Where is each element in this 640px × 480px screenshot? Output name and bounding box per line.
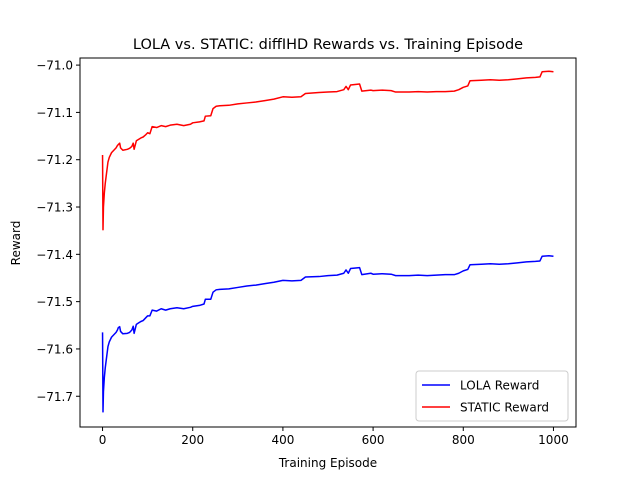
y-tick-label: −71.7 [36,390,73,404]
x-tick-label: 600 [362,433,385,447]
y-tick-label: −71.5 [36,295,73,309]
x-axis-label: Training Episode [278,456,377,470]
y-tick-label: −71.0 [36,59,73,73]
x-tick-label: 400 [271,433,294,447]
legend: LOLA Reward STATIC Reward [415,370,569,422]
plot-frame [79,57,577,428]
x-axis: 0 200 400 600 800 1000 [99,427,569,447]
y-tick-label: −71.6 [36,342,73,356]
x-tick-label: 0 [99,433,107,447]
series-layer [101,70,554,413]
y-tick-label: −71.4 [36,248,73,262]
x-tick-label: 800 [452,433,475,447]
y-tick-label: −71.1 [36,106,73,120]
series-line-lola [101,255,554,413]
legend-label: STATIC Reward [460,401,549,415]
y-axis: −71.7 −71.6 −71.5 −71.4 −71.3 −71.2 −71.1 −71.0 [36,59,80,404]
y-axis-label: Reward [9,221,23,266]
x-tick-label: 200 [181,433,204,447]
y-tick-label: −71.3 [36,201,73,215]
y-tick-label: −71.2 [36,153,73,167]
series-line-static [101,70,554,231]
chart-title: LOLA vs. STATIC: diffIHD Rewards vs. Tra… [133,37,523,53]
x-tick-label: 1000 [538,433,569,447]
legend-frame [415,370,569,422]
legend-label: LOLA Reward [460,379,539,393]
